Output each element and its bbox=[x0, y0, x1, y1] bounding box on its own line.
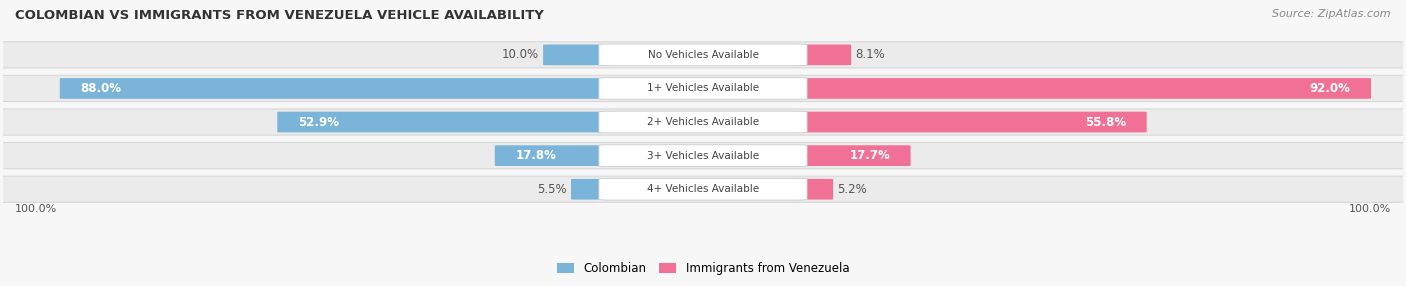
Text: 4+ Vehicles Available: 4+ Vehicles Available bbox=[647, 184, 759, 194]
FancyBboxPatch shape bbox=[571, 179, 614, 200]
Text: 100.0%: 100.0% bbox=[1348, 204, 1391, 214]
FancyBboxPatch shape bbox=[495, 145, 614, 166]
FancyBboxPatch shape bbox=[599, 178, 807, 200]
Text: 92.0%: 92.0% bbox=[1309, 82, 1351, 95]
Text: 100.0%: 100.0% bbox=[15, 204, 58, 214]
FancyBboxPatch shape bbox=[277, 112, 614, 132]
FancyBboxPatch shape bbox=[599, 111, 807, 133]
Text: 5.5%: 5.5% bbox=[537, 183, 567, 196]
Text: 17.7%: 17.7% bbox=[849, 149, 890, 162]
Text: 3+ Vehicles Available: 3+ Vehicles Available bbox=[647, 151, 759, 161]
FancyBboxPatch shape bbox=[0, 42, 1406, 68]
FancyBboxPatch shape bbox=[792, 112, 1147, 132]
Text: 88.0%: 88.0% bbox=[80, 82, 121, 95]
FancyBboxPatch shape bbox=[599, 44, 807, 66]
FancyBboxPatch shape bbox=[0, 75, 1406, 102]
Text: 1+ Vehicles Available: 1+ Vehicles Available bbox=[647, 84, 759, 94]
FancyBboxPatch shape bbox=[0, 109, 1406, 135]
FancyBboxPatch shape bbox=[599, 78, 807, 99]
Text: Source: ZipAtlas.com: Source: ZipAtlas.com bbox=[1272, 9, 1391, 19]
Text: 52.9%: 52.9% bbox=[298, 116, 339, 128]
FancyBboxPatch shape bbox=[792, 78, 1371, 99]
Legend: Colombian, Immigrants from Venezuela: Colombian, Immigrants from Venezuela bbox=[553, 257, 853, 280]
Text: 17.8%: 17.8% bbox=[515, 149, 557, 162]
FancyBboxPatch shape bbox=[792, 179, 834, 200]
FancyBboxPatch shape bbox=[543, 45, 614, 65]
Text: 5.2%: 5.2% bbox=[838, 183, 868, 196]
Text: 10.0%: 10.0% bbox=[502, 48, 538, 61]
FancyBboxPatch shape bbox=[60, 78, 614, 99]
FancyBboxPatch shape bbox=[0, 176, 1406, 202]
Text: 55.8%: 55.8% bbox=[1085, 116, 1126, 128]
FancyBboxPatch shape bbox=[599, 145, 807, 166]
Text: No Vehicles Available: No Vehicles Available bbox=[648, 50, 758, 60]
FancyBboxPatch shape bbox=[792, 145, 911, 166]
FancyBboxPatch shape bbox=[792, 45, 851, 65]
Text: COLOMBIAN VS IMMIGRANTS FROM VENEZUELA VEHICLE AVAILABILITY: COLOMBIAN VS IMMIGRANTS FROM VENEZUELA V… bbox=[15, 9, 544, 23]
Text: 8.1%: 8.1% bbox=[855, 48, 886, 61]
Text: 2+ Vehicles Available: 2+ Vehicles Available bbox=[647, 117, 759, 127]
FancyBboxPatch shape bbox=[0, 142, 1406, 169]
